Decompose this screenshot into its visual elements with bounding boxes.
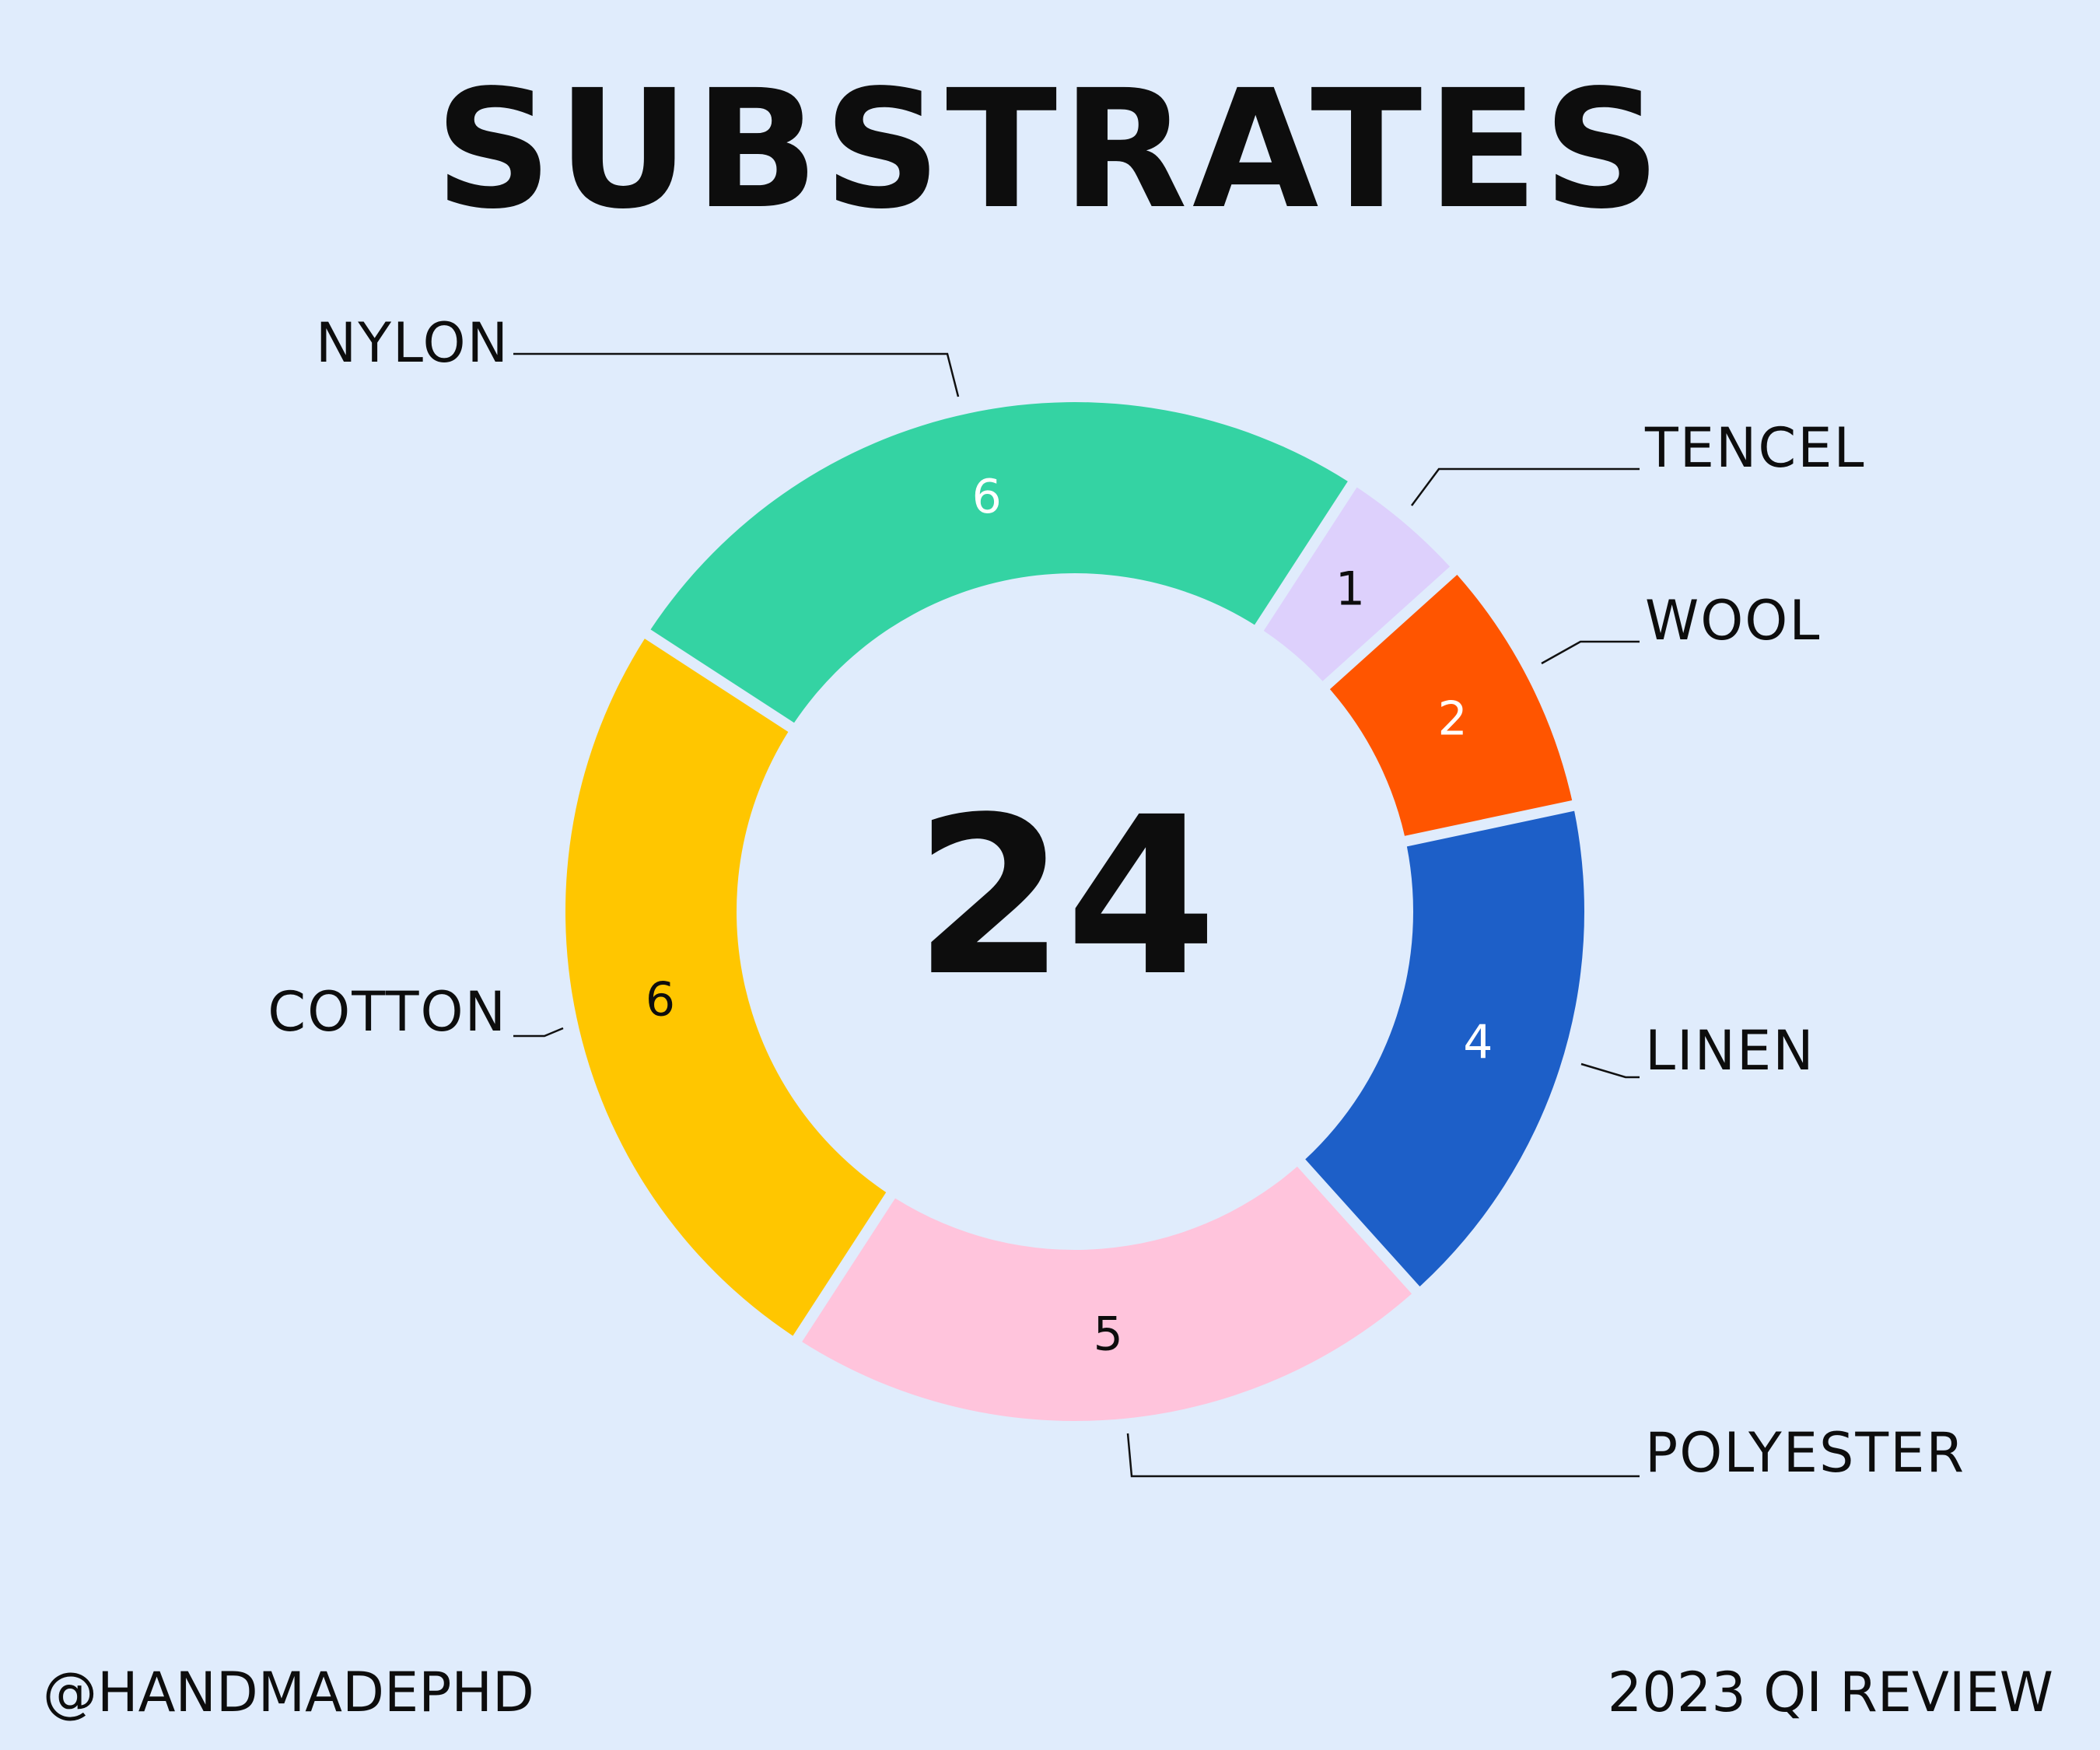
- slice-wool: [1329, 574, 1573, 836]
- category-label-wool: WOOL: [1645, 589, 1821, 653]
- slices-group: [565, 401, 1585, 1422]
- leader-line-tencel: [1410, 467, 1640, 506]
- leader-line-cotton: [513, 1027, 564, 1038]
- value-label-linen: 4: [1463, 1015, 1493, 1069]
- slice-nylon: [650, 401, 1348, 723]
- slice-tencel: [1263, 487, 1451, 681]
- leader-line-linen: [1580, 1062, 1640, 1079]
- leader-line-polyester: [1126, 1433, 1640, 1478]
- value-label-tencel: 1: [1335, 562, 1365, 617]
- chart-title: SUBSTRATES: [435, 54, 1665, 245]
- value-label-wool: 2: [1438, 692, 1468, 747]
- leader-line-nylon: [513, 352, 960, 397]
- category-labels-group: NYLON TENCEL WOOL LINEN POLYESTER COTTON: [268, 311, 1965, 1485]
- slice-cotton: [565, 639, 887, 1336]
- slice-polyester: [802, 1166, 1412, 1422]
- category-label-linen: LINEN: [1645, 1019, 1815, 1083]
- category-label-polyester: POLYESTER: [1645, 1421, 1965, 1485]
- value-label-cotton: 6: [646, 972, 675, 1027]
- value-label-polyester: 5: [1094, 1307, 1123, 1361]
- category-label-cotton: COTTON: [268, 980, 507, 1044]
- footer-period: 2023 QI REVIEW: [1608, 1661, 2053, 1724]
- category-label-tencel: TENCEL: [1644, 416, 1865, 480]
- category-label-nylon: NYLON: [316, 311, 509, 375]
- slice-linen: [1305, 810, 1585, 1287]
- leader-line-wool: [1541, 640, 1640, 665]
- footer-handle: @HANDMADEPHD: [43, 1661, 534, 1724]
- value-label-nylon: 6: [972, 470, 1002, 524]
- center-total: 24: [914, 771, 1217, 1024]
- leader-lines-group: [513, 352, 1640, 1478]
